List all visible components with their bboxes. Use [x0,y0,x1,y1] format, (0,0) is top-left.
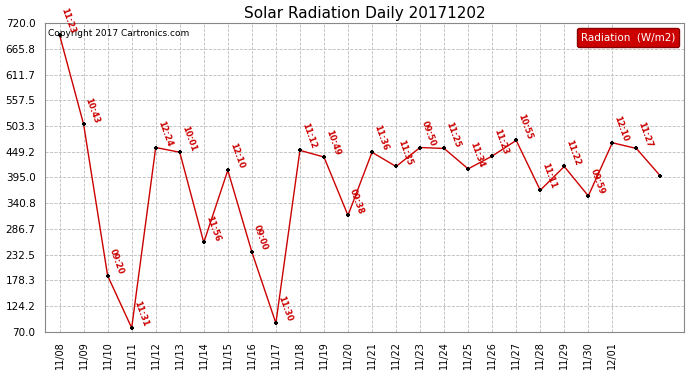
Title: Solar Radiation Daily 20171202: Solar Radiation Daily 20171202 [244,6,486,21]
Point [439,146,450,152]
Point [607,140,618,146]
Text: 09:59: 09:59 [589,168,606,196]
Point [535,187,546,193]
Text: 11:56: 11:56 [204,214,221,243]
Text: 11:34: 11:34 [468,141,486,169]
Text: 09:50: 09:50 [420,120,437,147]
Text: 11:36: 11:36 [372,124,390,152]
Point [295,147,306,153]
Text: 09:00: 09:00 [252,224,269,252]
Legend: Radiation  (W/m2): Radiation (W/m2) [577,28,679,46]
Text: 11:35: 11:35 [396,138,413,166]
Text: 11:23: 11:23 [492,128,510,156]
Point [246,249,257,255]
Point [78,121,89,127]
Text: 10:55: 10:55 [516,112,534,140]
Text: 11:31: 11:31 [132,300,149,328]
Text: 11:23: 11:23 [59,7,77,35]
Text: 12:24: 12:24 [156,119,173,147]
Text: 09:38: 09:38 [348,188,366,215]
Text: 11:12: 11:12 [300,122,317,150]
Point [415,144,426,150]
Point [511,137,522,143]
Text: 12:10: 12:10 [228,142,246,170]
Text: 10:49: 10:49 [324,129,342,157]
Text: Copyright 2017 Cartronics.com: Copyright 2017 Cartronics.com [48,29,190,38]
Point [655,173,666,179]
Point [486,153,497,159]
Text: 10:43: 10:43 [83,96,101,124]
Point [150,144,161,150]
Point [102,273,113,279]
Point [366,149,377,155]
Text: 11:25: 11:25 [444,120,462,148]
Point [54,32,65,38]
Text: 09:20: 09:20 [108,248,125,276]
Text: 11:30: 11:30 [276,295,293,323]
Text: 10:01: 10:01 [179,124,197,152]
Point [391,164,402,170]
Point [462,166,473,172]
Text: 11:27: 11:27 [636,120,654,148]
Point [222,167,233,173]
Text: 11:11: 11:11 [540,162,558,190]
Point [559,164,570,170]
Point [631,146,642,152]
Point [318,154,329,160]
Point [198,240,209,246]
Text: 11:22: 11:22 [564,138,582,166]
Point [342,212,353,218]
Point [174,149,185,155]
Text: 12:10: 12:10 [612,114,630,143]
Point [270,320,282,326]
Point [126,325,137,331]
Point [583,193,594,199]
